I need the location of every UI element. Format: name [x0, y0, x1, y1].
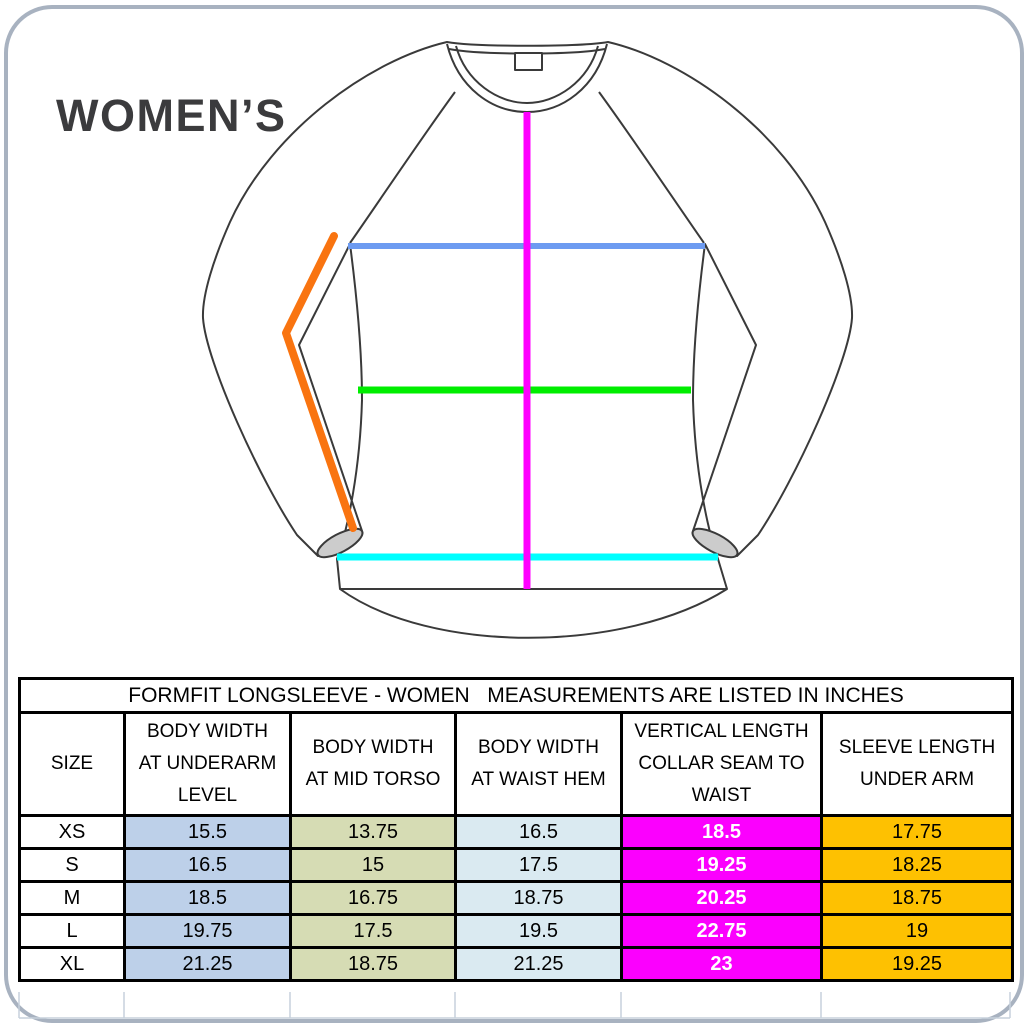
column-header-underarm-width: BODY WIDTH AT UNDERARM LEVEL: [123, 711, 292, 817]
size-cell: XL: [18, 946, 126, 982]
value-cell: 18.5: [123, 880, 292, 916]
column-header-mid-torso-width: BODY WIDTH AT MID TORSO: [289, 711, 457, 817]
table-title-row: FORMFIT LONGSLEEVE - WOMEN MEASUREMENTS …: [17, 677, 1015, 714]
table-row: M 18.5 16.75 18.75 20.25 18.75: [18, 880, 1015, 916]
value-cell: 21.25: [123, 946, 292, 982]
table-row: XS 15.5 13.75 16.5 18.5 17.75: [18, 814, 1015, 850]
hem-curve: [339, 588, 728, 639]
column-header-vertical-length: VERTICAL LENGTH COLLAR SEAM TO WAIST: [620, 711, 823, 817]
size-cell: XS: [18, 814, 126, 850]
size-chart-body: XS 15.5 13.75 16.5 18.5 17.75 S 16.5 15 17.5 19.25…: [18, 814, 1015, 982]
ghost-gridlines: [18, 992, 1011, 1019]
value-cell: 19.25: [620, 847, 823, 883]
value-cell: 17.75: [819, 814, 1015, 850]
value-cell: 20.25: [620, 880, 823, 916]
raglan-seam-right: [598, 91, 705, 244]
value-cell: 18.75: [289, 946, 457, 982]
table-row: XL 21.25 18.75 21.25 23 19.25: [18, 946, 1015, 982]
value-cell: 15: [289, 847, 457, 883]
value-cell: 17.5: [289, 913, 457, 949]
value-cell: 18.5: [620, 814, 823, 850]
value-cell: 16.5: [454, 814, 623, 850]
neck-tag: [514, 52, 543, 71]
value-cell: 19.25: [819, 946, 1015, 982]
size-cell: M: [18, 880, 126, 916]
size-cell: S: [18, 847, 126, 883]
value-cell: 18.75: [454, 880, 623, 916]
size-cell: L: [18, 913, 126, 949]
value-cell: 19.5: [454, 913, 623, 949]
column-header-waist-hem-width: BODY WIDTH AT WAIST HEM: [454, 711, 623, 817]
raglan-seam-left: [349, 91, 456, 244]
column-header-size: SIZE: [18, 711, 126, 817]
table-header-row: SIZE BODY WIDTH AT UNDERARM LEVEL BODY W…: [18, 711, 1015, 817]
value-cell: 17.5: [454, 847, 623, 883]
value-cell: 23: [620, 946, 823, 982]
table-title: FORMFIT LONGSLEEVE - WOMEN MEASUREMENTS …: [17, 677, 1015, 714]
value-cell: 13.75: [289, 814, 457, 850]
table-row: S 16.5 15 17.5 19.25 18.25: [18, 847, 1015, 883]
value-cell: 21.25: [454, 946, 623, 982]
value-cell: 19.75: [123, 913, 292, 949]
cuff-left: [316, 527, 364, 559]
sleeve-length-line: [282, 232, 357, 532]
value-cell: 18.75: [819, 880, 1015, 916]
value-cell: 16.5: [123, 847, 292, 883]
value-cell: 19: [819, 913, 1015, 949]
cuff-right: [691, 527, 739, 559]
column-header-sleeve-length: SLEEVE LENGTH UNDER ARM: [819, 711, 1015, 817]
value-cell: 22.75: [620, 913, 823, 949]
value-cell: 16.75: [289, 880, 457, 916]
collar-inner: [455, 45, 599, 104]
value-cell: 18.25: [819, 847, 1015, 883]
value-cell: 15.5: [123, 814, 292, 850]
page-title: WOMEN’S: [56, 90, 287, 141]
size-chart-table: FORMFIT LONGSLEEVE - WOMEN MEASUREMENTS …: [17, 677, 1015, 982]
table-row: L 19.75 17.5 19.5 22.75 19: [18, 913, 1015, 949]
